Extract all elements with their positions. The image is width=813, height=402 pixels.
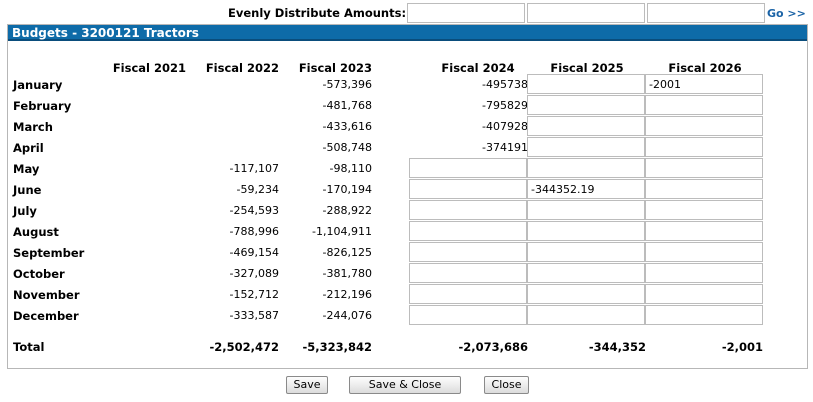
row-label-march: March <box>13 120 53 134</box>
cell-may-f2023: -98,110 <box>329 162 372 175</box>
input-july-f2024[interactable] <box>409 200 527 220</box>
input-june-f2026[interactable] <box>645 179 763 199</box>
row-label-october: October <box>13 267 65 281</box>
input-november-f2025[interactable] <box>527 284 645 304</box>
total-fiscal-2024: -2,073,686 <box>458 340 528 354</box>
input-october-f2026[interactable] <box>645 263 763 283</box>
col-header-fiscal-2023: Fiscal 2023 <box>298 61 372 75</box>
input-may-f2026[interactable] <box>645 158 763 178</box>
go-link[interactable]: Go >> <box>767 7 806 20</box>
input-february-f2025[interactable] <box>527 95 645 115</box>
cell-february-f2023: -481,768 <box>322 99 372 112</box>
total-fiscal-2025: -344,352 <box>588 340 646 354</box>
save-button[interactable]: Save <box>286 376 328 394</box>
input-november-f2024[interactable] <box>409 284 527 304</box>
cell-april-f2024: -374191 <box>482 141 528 154</box>
total-fiscal-2022: -2,502,472 <box>209 340 279 354</box>
input-june-f2025[interactable] <box>527 179 645 199</box>
cell-march-f2024: -407928 <box>482 120 528 133</box>
row-label-november: November <box>13 288 80 302</box>
input-october-f2025[interactable] <box>527 263 645 283</box>
input-march-f2026[interactable] <box>645 116 763 136</box>
row-label-july: July <box>13 204 37 218</box>
panel-header: Budgets - 3200121 Tractors <box>8 25 807 41</box>
row-label-february: February <box>13 99 72 113</box>
input-november-f2026[interactable] <box>645 284 763 304</box>
col-header-fiscal-2024: Fiscal 2024 <box>441 61 515 75</box>
cell-september-f2022: -469,154 <box>229 246 279 259</box>
input-december-f2026[interactable] <box>645 305 763 325</box>
distribute-label: Evenly Distribute Amounts: <box>228 6 407 20</box>
total-fiscal-2023: -5,323,842 <box>302 340 372 354</box>
col-header-fiscal-2025: Fiscal 2025 <box>550 61 624 75</box>
input-july-f2025[interactable] <box>527 200 645 220</box>
cell-august-f2022: -788,996 <box>229 225 279 238</box>
input-december-f2025[interactable] <box>527 305 645 325</box>
row-label-january: January <box>13 78 63 92</box>
cell-january-f2023: -573,396 <box>322 78 372 91</box>
cell-march-f2023: -433,616 <box>322 120 372 133</box>
close-button[interactable]: Close <box>484 376 529 394</box>
total-label: Total <box>13 340 45 354</box>
input-august-f2025[interactable] <box>527 221 645 241</box>
cell-may-f2022: -117,107 <box>229 162 279 175</box>
row-label-september: September <box>13 246 85 260</box>
budgets-panel: Budgets - 3200121 Tractors Fiscal 2021 F… <box>7 24 808 369</box>
distribute-input-3[interactable] <box>647 3 765 23</box>
cell-october-f2023: -381,780 <box>322 267 372 280</box>
cell-september-f2023: -826,125 <box>322 246 372 259</box>
cell-december-f2022: -333,587 <box>229 309 279 322</box>
total-fiscal-2026: -2,001 <box>721 340 763 354</box>
input-march-f2025[interactable] <box>527 116 645 136</box>
cell-december-f2023: -244,076 <box>322 309 372 322</box>
input-june-f2024[interactable] <box>409 179 527 199</box>
cell-july-f2022: -254,593 <box>229 204 279 217</box>
cell-november-f2022: -152,712 <box>229 288 279 301</box>
row-label-may: May <box>13 162 40 176</box>
input-july-f2026[interactable] <box>645 200 763 220</box>
cell-october-f2022: -327,089 <box>229 267 279 280</box>
save-close-button[interactable]: Save & Close <box>349 376 461 394</box>
cell-april-f2023: -508,748 <box>322 141 372 154</box>
cell-january-f2024: -495738 <box>482 78 528 91</box>
input-september-f2026[interactable] <box>645 242 763 262</box>
panel-title: Budgets - 3200121 Tractors <box>12 26 199 40</box>
input-august-f2026[interactable] <box>645 221 763 241</box>
cell-november-f2023: -212,196 <box>322 288 372 301</box>
input-april-f2025[interactable] <box>527 137 645 157</box>
input-september-f2024[interactable] <box>409 242 527 262</box>
cell-june-f2023: -170,194 <box>322 183 372 196</box>
input-january-f2026[interactable] <box>645 74 763 94</box>
input-february-f2026[interactable] <box>645 95 763 115</box>
cell-july-f2023: -288,922 <box>322 204 372 217</box>
input-december-f2024[interactable] <box>409 305 527 325</box>
input-january-f2025[interactable] <box>527 74 645 94</box>
input-october-f2024[interactable] <box>409 263 527 283</box>
col-header-fiscal-2026: Fiscal 2026 <box>668 61 742 75</box>
row-label-august: August <box>13 225 59 239</box>
row-label-december: December <box>13 309 79 323</box>
row-label-june: June <box>13 183 42 197</box>
input-april-f2026[interactable] <box>645 137 763 157</box>
col-header-fiscal-2022: Fiscal 2022 <box>205 61 279 75</box>
input-september-f2025[interactable] <box>527 242 645 262</box>
distribute-input-2[interactable] <box>527 3 645 23</box>
cell-february-f2024: -795829 <box>482 99 528 112</box>
input-may-f2024[interactable] <box>409 158 527 178</box>
cell-august-f2023: -1,104,911 <box>312 225 372 238</box>
input-may-f2025[interactable] <box>527 158 645 178</box>
input-august-f2024[interactable] <box>409 221 527 241</box>
col-header-fiscal-2021: Fiscal 2021 <box>112 61 186 75</box>
distribute-input-1[interactable] <box>407 3 525 23</box>
cell-june-f2022: -59,234 <box>236 183 279 196</box>
row-label-april: April <box>13 141 44 155</box>
